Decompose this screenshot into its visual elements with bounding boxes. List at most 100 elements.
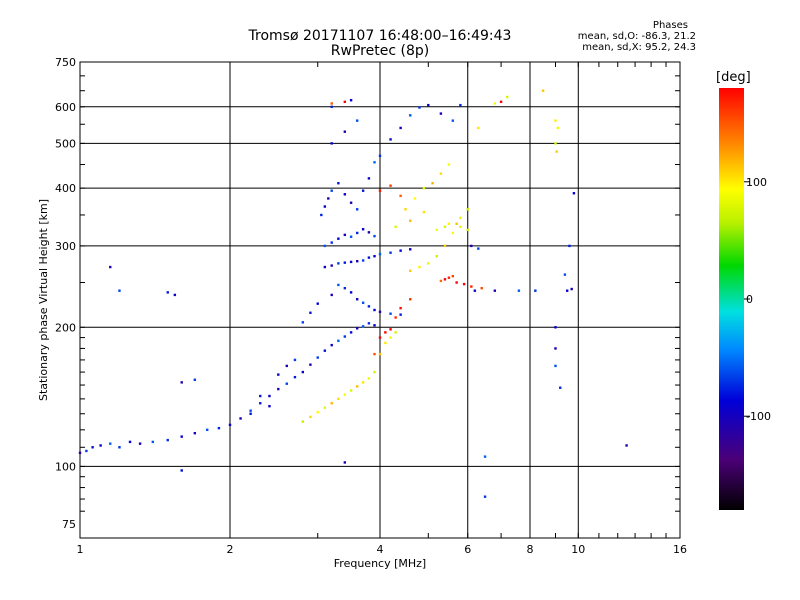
data-point	[349, 201, 353, 204]
data-point	[568, 244, 571, 248]
data-point	[349, 235, 353, 238]
data-point	[451, 119, 455, 122]
data-point	[373, 255, 376, 258]
data-point	[330, 264, 333, 267]
data-point	[193, 431, 197, 435]
data-point	[268, 404, 271, 408]
colorbar-unit-label: [deg]	[716, 70, 751, 85]
data-point	[293, 375, 297, 379]
data-point	[330, 241, 333, 244]
data-point	[361, 189, 365, 192]
colorbar-gradient	[719, 88, 744, 510]
data-point	[394, 225, 397, 228]
data-point	[554, 326, 557, 329]
data-point	[330, 142, 333, 145]
data-point	[217, 426, 221, 430]
y-tick-label: 300	[55, 240, 76, 253]
data-point	[466, 228, 469, 232]
data-point	[343, 100, 347, 104]
data-point	[418, 265, 421, 269]
data-point	[572, 192, 576, 195]
data-point	[367, 231, 371, 234]
data-point	[384, 331, 387, 334]
data-point	[361, 325, 365, 328]
data-point	[373, 352, 376, 356]
y-tick-label: 75	[62, 518, 76, 531]
data-point	[443, 225, 447, 228]
data-point	[477, 247, 480, 250]
data-point	[505, 95, 509, 99]
chart-title: Tromsø 20171107 16:48:00–16:49:43	[248, 28, 512, 44]
data-point	[337, 397, 340, 401]
phases-line-x: mean, sd,X: 95.2, 24.3	[582, 42, 696, 53]
x-tick-label: 10	[571, 543, 585, 556]
data-point	[394, 316, 397, 319]
data-point	[268, 394, 271, 398]
data-point	[349, 331, 353, 334]
data-point	[443, 244, 447, 248]
data-point	[99, 444, 102, 447]
data-point	[343, 130, 347, 133]
data-point	[565, 289, 569, 292]
data-point	[541, 89, 545, 92]
data-point	[109, 442, 112, 445]
data-point	[435, 228, 438, 232]
data-point	[389, 251, 392, 254]
data-point	[367, 377, 371, 380]
data-point	[330, 105, 333, 108]
data-point	[361, 301, 365, 304]
data-point	[378, 154, 382, 158]
data-point	[378, 252, 382, 256]
data-point	[118, 289, 121, 292]
data-point	[455, 281, 458, 284]
data-point	[337, 182, 340, 185]
data-point	[128, 440, 132, 444]
data-point	[563, 273, 567, 276]
data-point	[330, 189, 333, 192]
data-point	[534, 289, 537, 292]
data-point	[316, 356, 319, 359]
data-point	[367, 256, 371, 259]
data-point	[404, 208, 407, 211]
colorbar: 100 0 -100	[719, 88, 771, 510]
data-point	[443, 278, 447, 281]
data-point	[173, 293, 177, 297]
data-point	[394, 331, 397, 334]
data-point	[109, 265, 112, 269]
x-tick-label: 16	[673, 543, 687, 556]
data-point	[378, 310, 382, 314]
data-point	[555, 150, 558, 153]
data-point	[249, 412, 252, 415]
data-point	[166, 438, 169, 442]
data-point	[409, 298, 412, 301]
data-point	[78, 451, 82, 455]
phases-heading: Phases	[652, 20, 688, 31]
data-point	[373, 370, 376, 374]
y-tick-label: 100	[55, 460, 76, 473]
data-point	[337, 262, 340, 265]
data-point	[625, 444, 628, 447]
data-point	[343, 261, 347, 264]
data-point	[193, 378, 197, 381]
data-point	[422, 210, 426, 214]
data-point	[470, 285, 473, 288]
data-point	[399, 194, 402, 198]
data-point	[435, 255, 438, 258]
data-point	[180, 435, 183, 438]
data-point	[355, 327, 359, 330]
data-point	[337, 237, 340, 240]
data-point	[349, 260, 353, 264]
data-point	[343, 193, 347, 196]
data-point	[323, 349, 327, 352]
data-point	[439, 112, 443, 115]
data-point	[330, 402, 333, 405]
data-point	[483, 495, 487, 498]
y-tick-label: 750	[55, 56, 76, 69]
y-axis-label: Stationary phase Virtual Height [km]	[37, 199, 50, 401]
data-point	[554, 142, 557, 145]
data-point	[285, 382, 288, 385]
data-point	[349, 99, 353, 102]
data-point	[389, 336, 392, 339]
chart-subtitle: RwPretec (8p)	[330, 43, 430, 59]
